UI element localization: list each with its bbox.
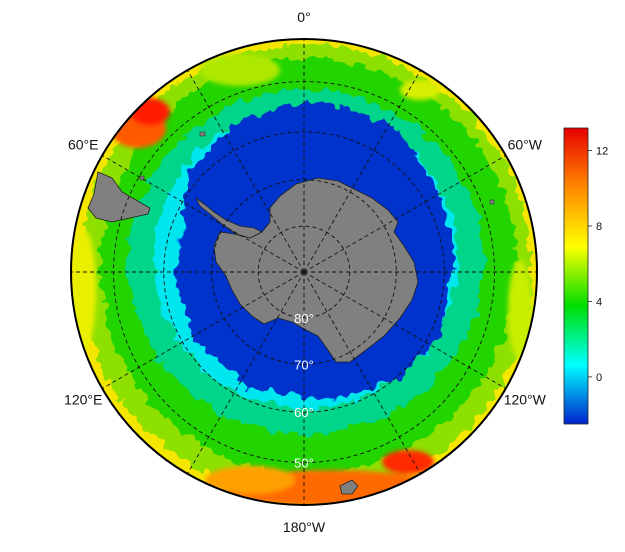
latitude-label: 60° (294, 405, 314, 420)
meridian-line (187, 69, 305, 273)
antarctica-landmass (213, 177, 419, 363)
colorbar-ticks: 0 4 8 12 (588, 146, 608, 384)
meridian-line (101, 271, 305, 389)
longitude-label: 120°E (64, 392, 102, 408)
meridian-line (303, 271, 507, 389)
latitude-label: 50° (294, 456, 314, 471)
graticule (71, 39, 537, 505)
longitude-label: 120°W (504, 392, 547, 408)
latitude-label: 80° (294, 311, 314, 326)
colorbar-tick-label: 12 (596, 146, 608, 158)
meridian-line (303, 271, 421, 475)
antarctic-peninsula (195, 197, 263, 239)
meridian-line (303, 155, 507, 273)
meridian-line (101, 155, 305, 273)
colorbar-gradient (563, 127, 589, 425)
island (489, 199, 495, 205)
map-boundary (70, 38, 538, 506)
longitude-label: 180°W (283, 519, 326, 535)
colorbar: 0 4 8 12 (563, 127, 608, 425)
colorbar-tick-label: 4 (596, 297, 602, 309)
colorbar-tick-label: 0 (596, 372, 602, 384)
meridian-line (303, 69, 421, 273)
longitude-label: 60°W (508, 137, 543, 153)
longitude-label: 0° (297, 9, 310, 25)
meridian-line (187, 271, 305, 475)
south-america-tip (87, 171, 151, 223)
island (139, 175, 145, 181)
colorbar-tick-label: 8 (596, 221, 602, 233)
latitude-label: 70° (294, 357, 314, 372)
new-zealand-tip (339, 479, 359, 495)
longitude-label: 60°E (68, 137, 99, 153)
longitude-labels: 0° 60°E 120°E 180°W 120°W 60°W (64, 9, 547, 535)
latitude-labels: 80° 70° 60° 50° (294, 311, 314, 471)
island (199, 131, 206, 137)
